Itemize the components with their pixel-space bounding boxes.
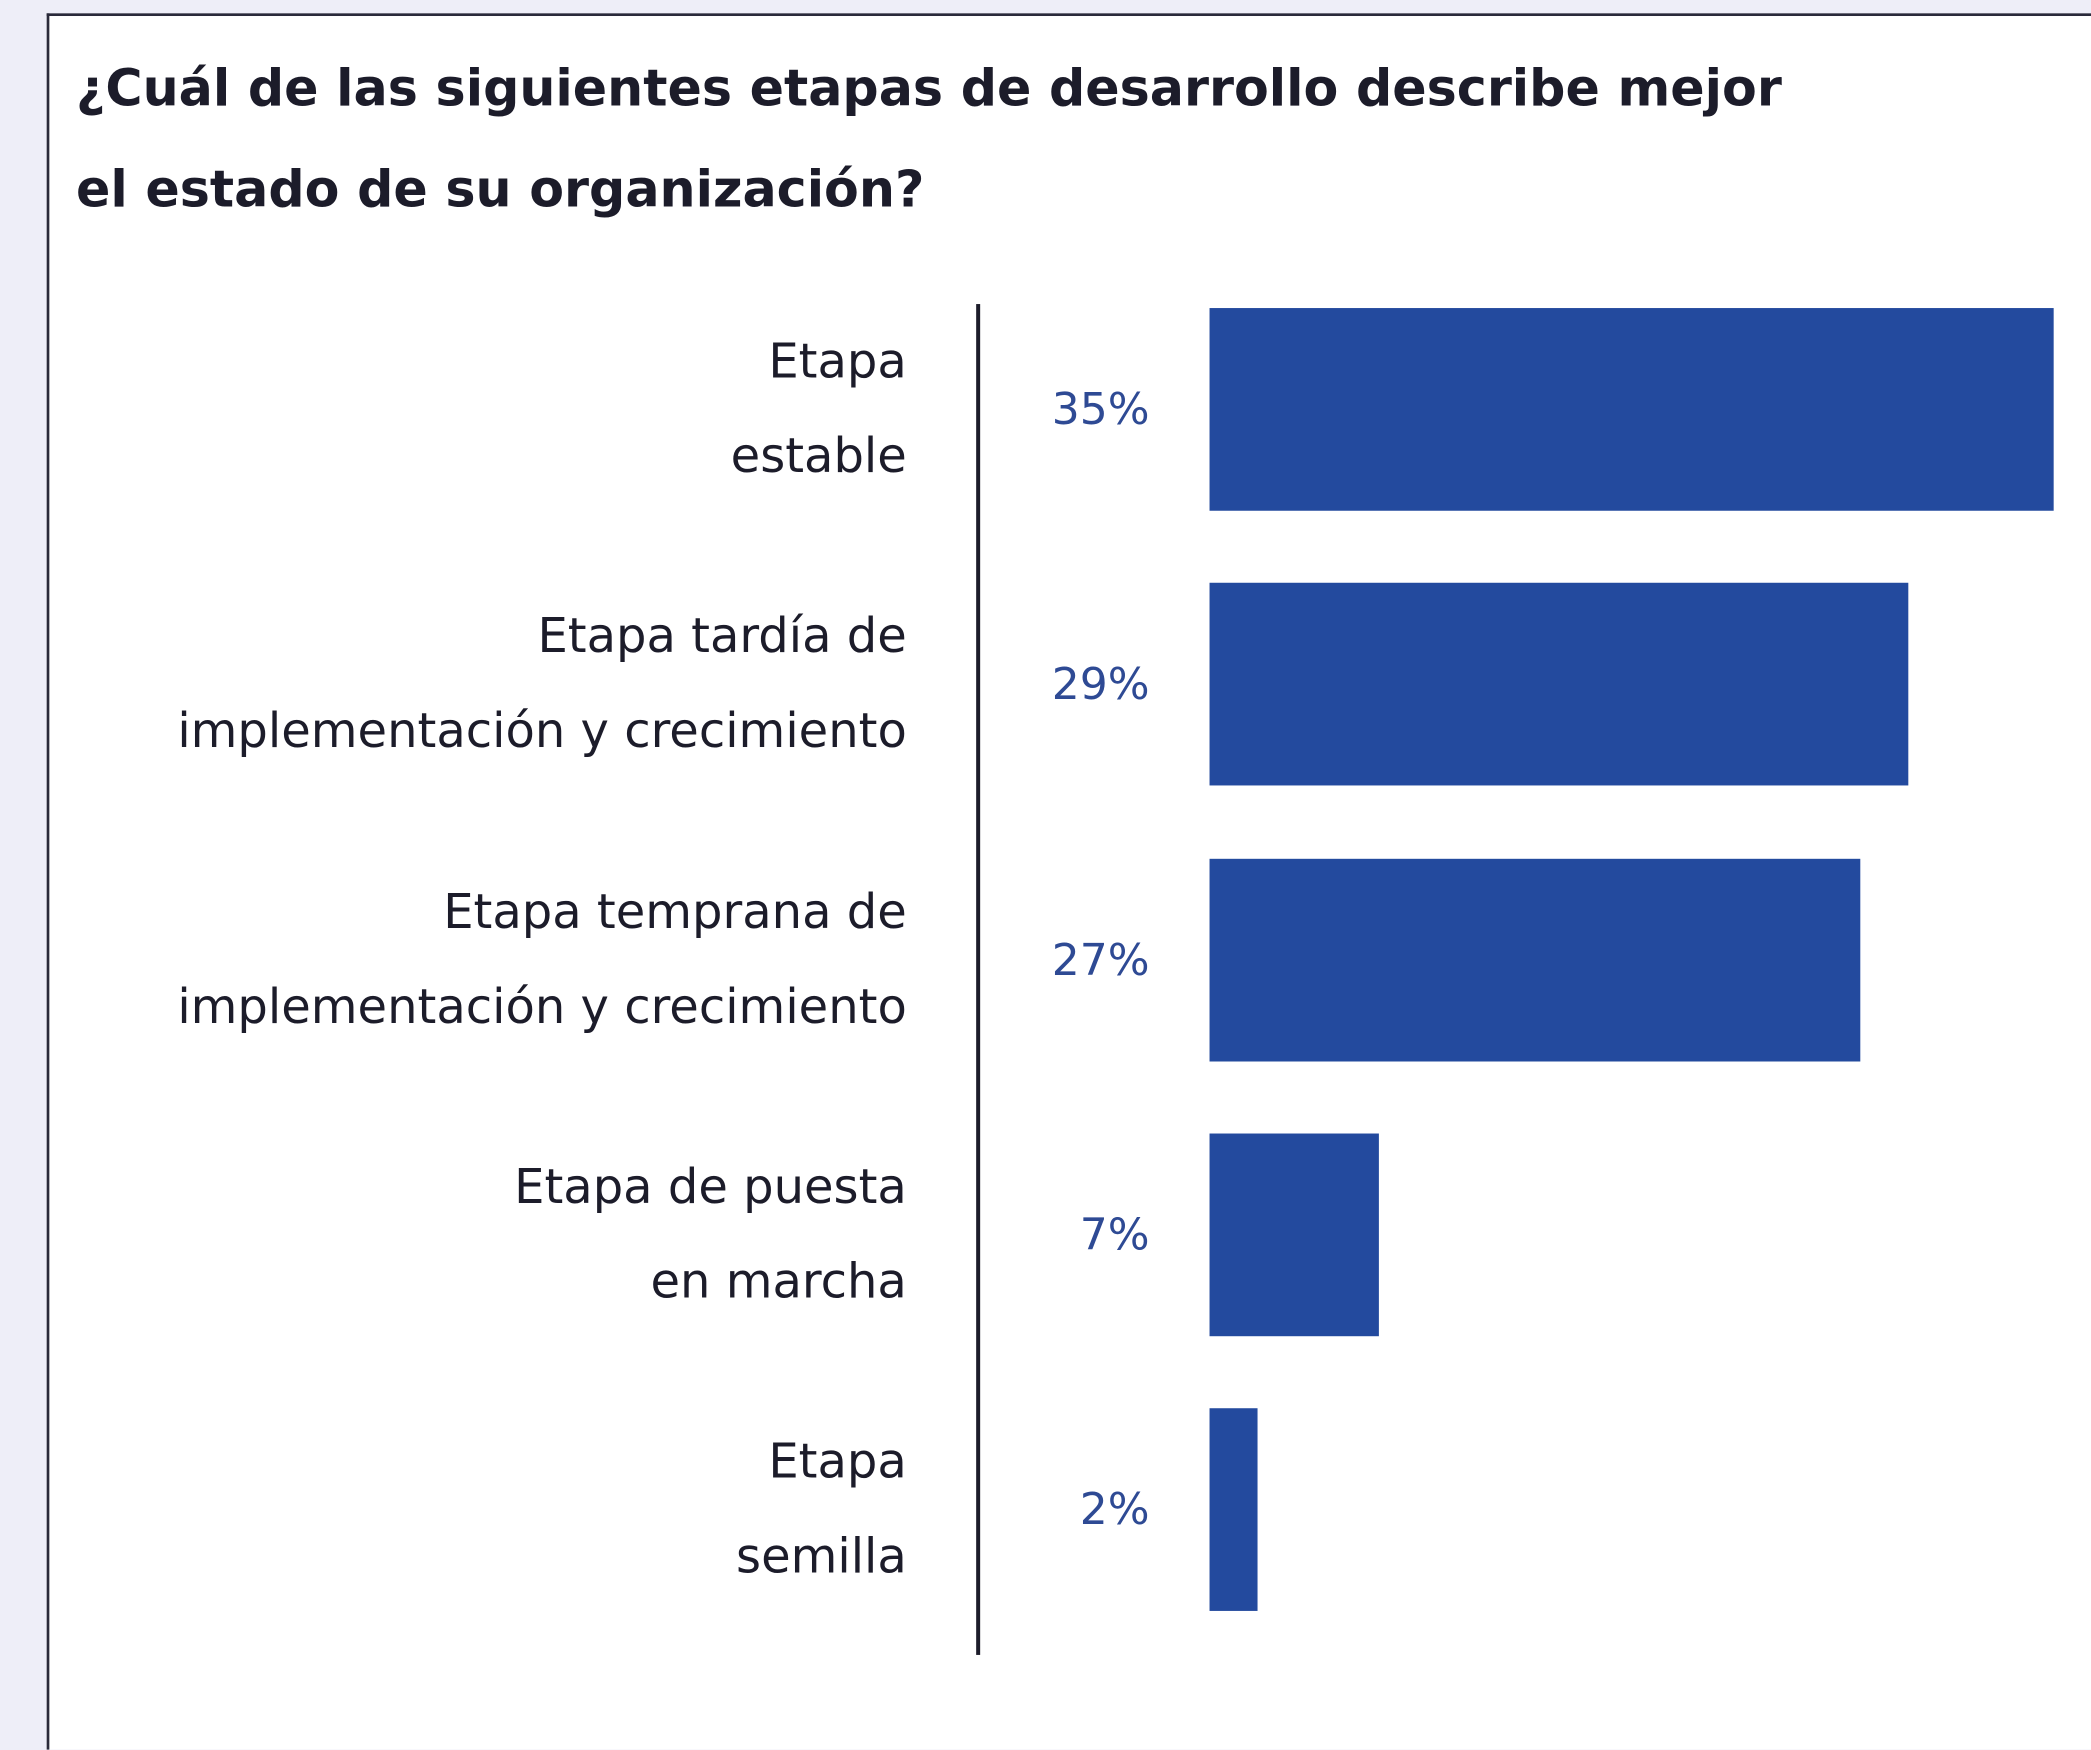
bar	[1209, 308, 2054, 511]
chart: ¿Cuál de las siguientes etapas de desarr…	[46, 13, 2091, 1750]
value-label: 2%	[1079, 1482, 1150, 1535]
bar	[1209, 1408, 1258, 1611]
category-label: Etapa de puesta en marcha	[514, 1159, 907, 1310]
value-label: 27%	[1051, 932, 1150, 985]
value-label: 29%	[1051, 657, 1150, 710]
bar	[1209, 583, 1909, 786]
page: ¿Cuál de las siguientes etapas de desarr…	[46, 13, 2091, 1750]
value-label: 7%	[1079, 1207, 1150, 1260]
bar	[1209, 858, 1861, 1061]
category-label: Etapa estable	[730, 334, 907, 485]
bar	[1209, 1133, 1379, 1336]
category-label: Etapa temprana de implementación y creci…	[177, 884, 907, 1035]
category-label: Etapa semilla	[736, 1434, 907, 1585]
value-label: 35%	[1051, 382, 1150, 435]
category-label: Etapa tardía de implementación y crecimi…	[177, 609, 907, 760]
chart-title: ¿Cuál de las siguientes etapas de desarr…	[76, 58, 1782, 219]
category-axis	[976, 304, 981, 1655]
